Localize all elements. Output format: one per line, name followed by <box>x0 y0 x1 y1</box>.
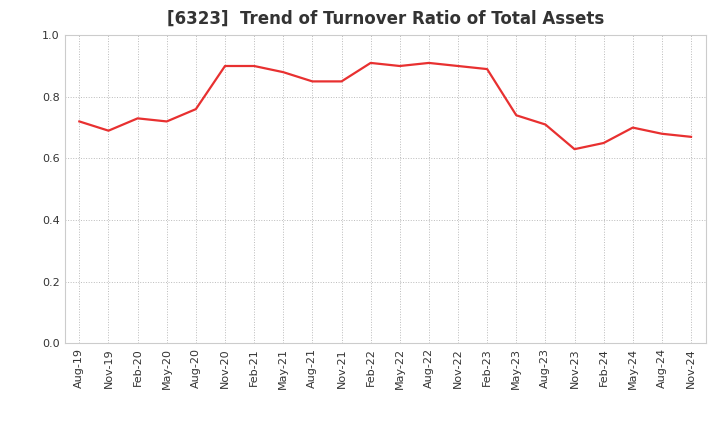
Title: [6323]  Trend of Turnover Ratio of Total Assets: [6323] Trend of Turnover Ratio of Total … <box>166 10 604 28</box>
